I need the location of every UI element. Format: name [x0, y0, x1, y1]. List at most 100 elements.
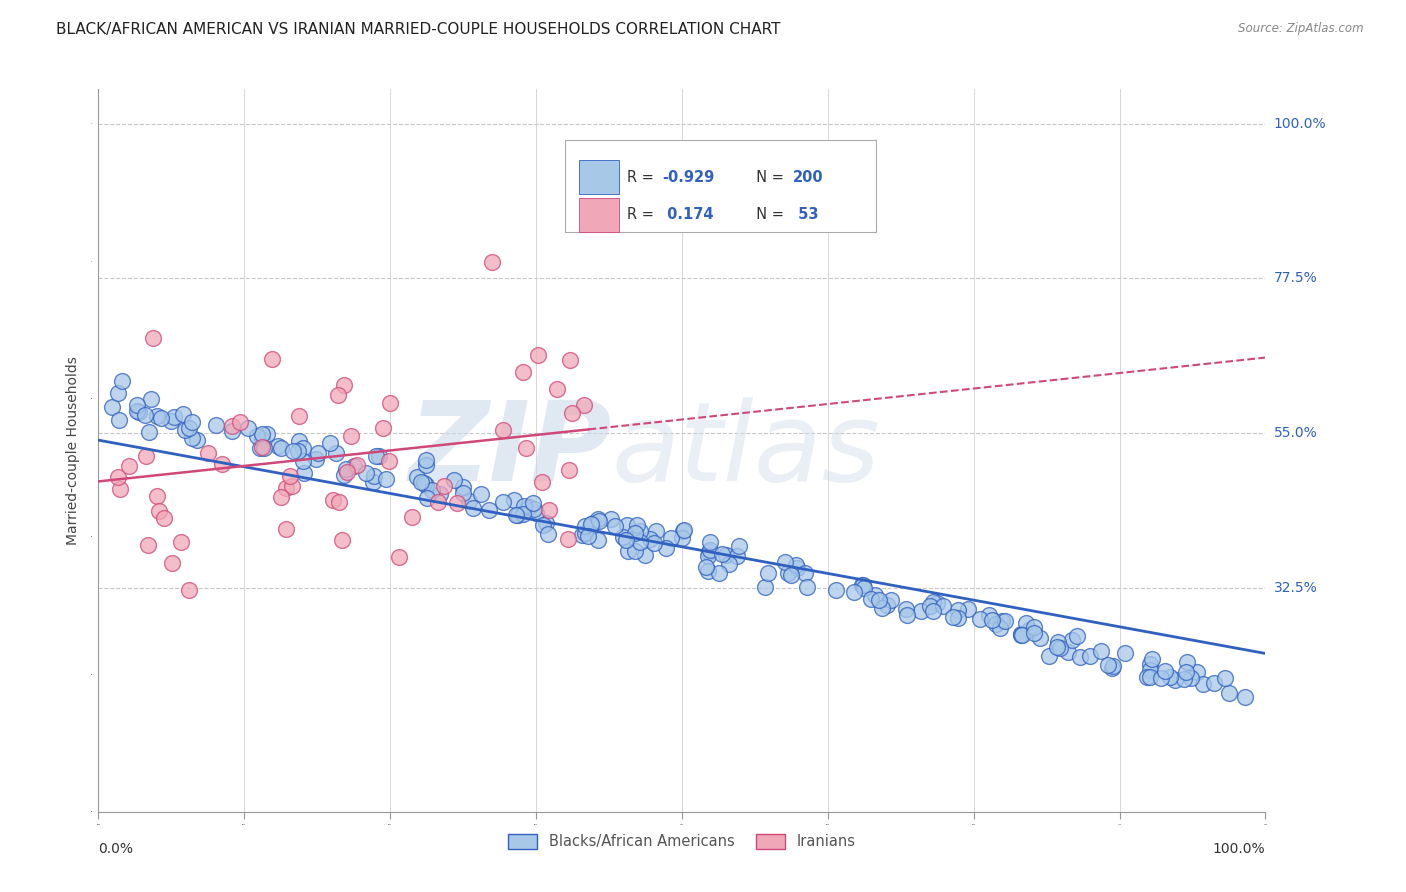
Point [600, 512, 623, 526]
Point [773, 555, 796, 569]
Point [512, 507, 534, 521]
Point [558, 463, 581, 477]
Point [1010, 628, 1032, 642]
Point [710, 547, 733, 561]
Point [446, 496, 468, 510]
Point [107, 385, 129, 400]
Point [523, 502, 546, 516]
Point [250, 426, 273, 441]
Point [582, 516, 605, 530]
Point [134, 408, 156, 422]
Point [957, 602, 980, 616]
Point [1078, 648, 1101, 663]
Point [415, 458, 437, 472]
Point [280, 479, 302, 493]
Text: 55.0%: 55.0% [1274, 426, 1317, 441]
Point [288, 409, 311, 423]
Point [409, 475, 432, 490]
Point [624, 544, 647, 558]
Point [415, 452, 437, 467]
Point [1010, 627, 1032, 641]
Point [991, 615, 1014, 629]
Point [634, 548, 657, 562]
Point [988, 621, 1011, 635]
Point [896, 602, 918, 616]
Point [910, 603, 932, 617]
Point [443, 473, 465, 487]
Point [427, 495, 450, 509]
Point [336, 465, 359, 479]
Point [325, 445, 347, 459]
Point [291, 453, 314, 467]
Point [346, 458, 368, 472]
Point [942, 609, 965, 624]
Point [1159, 670, 1181, 684]
Point [108, 413, 131, 427]
Point [1164, 673, 1187, 687]
Text: N =: N = [747, 169, 789, 185]
Point [236, 421, 259, 435]
Point [561, 406, 583, 420]
Point [579, 517, 602, 532]
Point [458, 494, 481, 508]
Point [515, 442, 537, 456]
Legend: Blacks/African Americans, Iranians: Blacks/African Americans, Iranians [502, 828, 862, 855]
Point [780, 567, 803, 582]
Point [1018, 623, 1040, 637]
Point [1140, 652, 1163, 666]
Point [574, 526, 596, 541]
Point [859, 591, 882, 606]
Point [1175, 656, 1198, 670]
Point [160, 414, 183, 428]
Point [470, 486, 492, 500]
Point [628, 534, 651, 549]
Point [1097, 658, 1119, 673]
Point [623, 526, 645, 541]
Point [366, 449, 388, 463]
Point [512, 365, 534, 379]
Point [492, 494, 515, 508]
Point [433, 479, 456, 493]
Point [278, 469, 301, 483]
Point [796, 580, 818, 594]
Point [186, 433, 208, 447]
Point [612, 530, 634, 544]
Text: R =: R = [627, 207, 658, 222]
Point [181, 431, 204, 445]
Point [283, 444, 305, 458]
Point [921, 595, 943, 609]
Point [645, 524, 668, 538]
Point [128, 405, 150, 419]
Point [172, 407, 194, 421]
Point [1046, 640, 1069, 655]
Point [142, 331, 165, 345]
Point [697, 549, 720, 563]
Point [363, 475, 385, 489]
Point [672, 524, 695, 538]
Text: 0.0%: 0.0% [98, 842, 134, 856]
Point [852, 581, 875, 595]
Point [530, 475, 553, 489]
Point [727, 539, 749, 553]
Point [246, 429, 269, 443]
Point [709, 566, 731, 580]
Point [378, 454, 401, 468]
Point [412, 476, 434, 491]
Point [170, 535, 193, 549]
Point [1191, 677, 1213, 691]
Point [617, 544, 640, 558]
Point [177, 583, 200, 598]
Point [335, 462, 357, 476]
Point [824, 583, 846, 598]
Point [574, 519, 596, 533]
Point [1185, 665, 1208, 680]
Point [162, 409, 184, 424]
Point [588, 533, 610, 547]
Point [863, 588, 886, 602]
Point [375, 472, 398, 486]
Point [1139, 670, 1161, 684]
Point [628, 524, 651, 538]
Point [1136, 670, 1159, 684]
Point [110, 482, 132, 496]
Point [127, 398, 149, 412]
